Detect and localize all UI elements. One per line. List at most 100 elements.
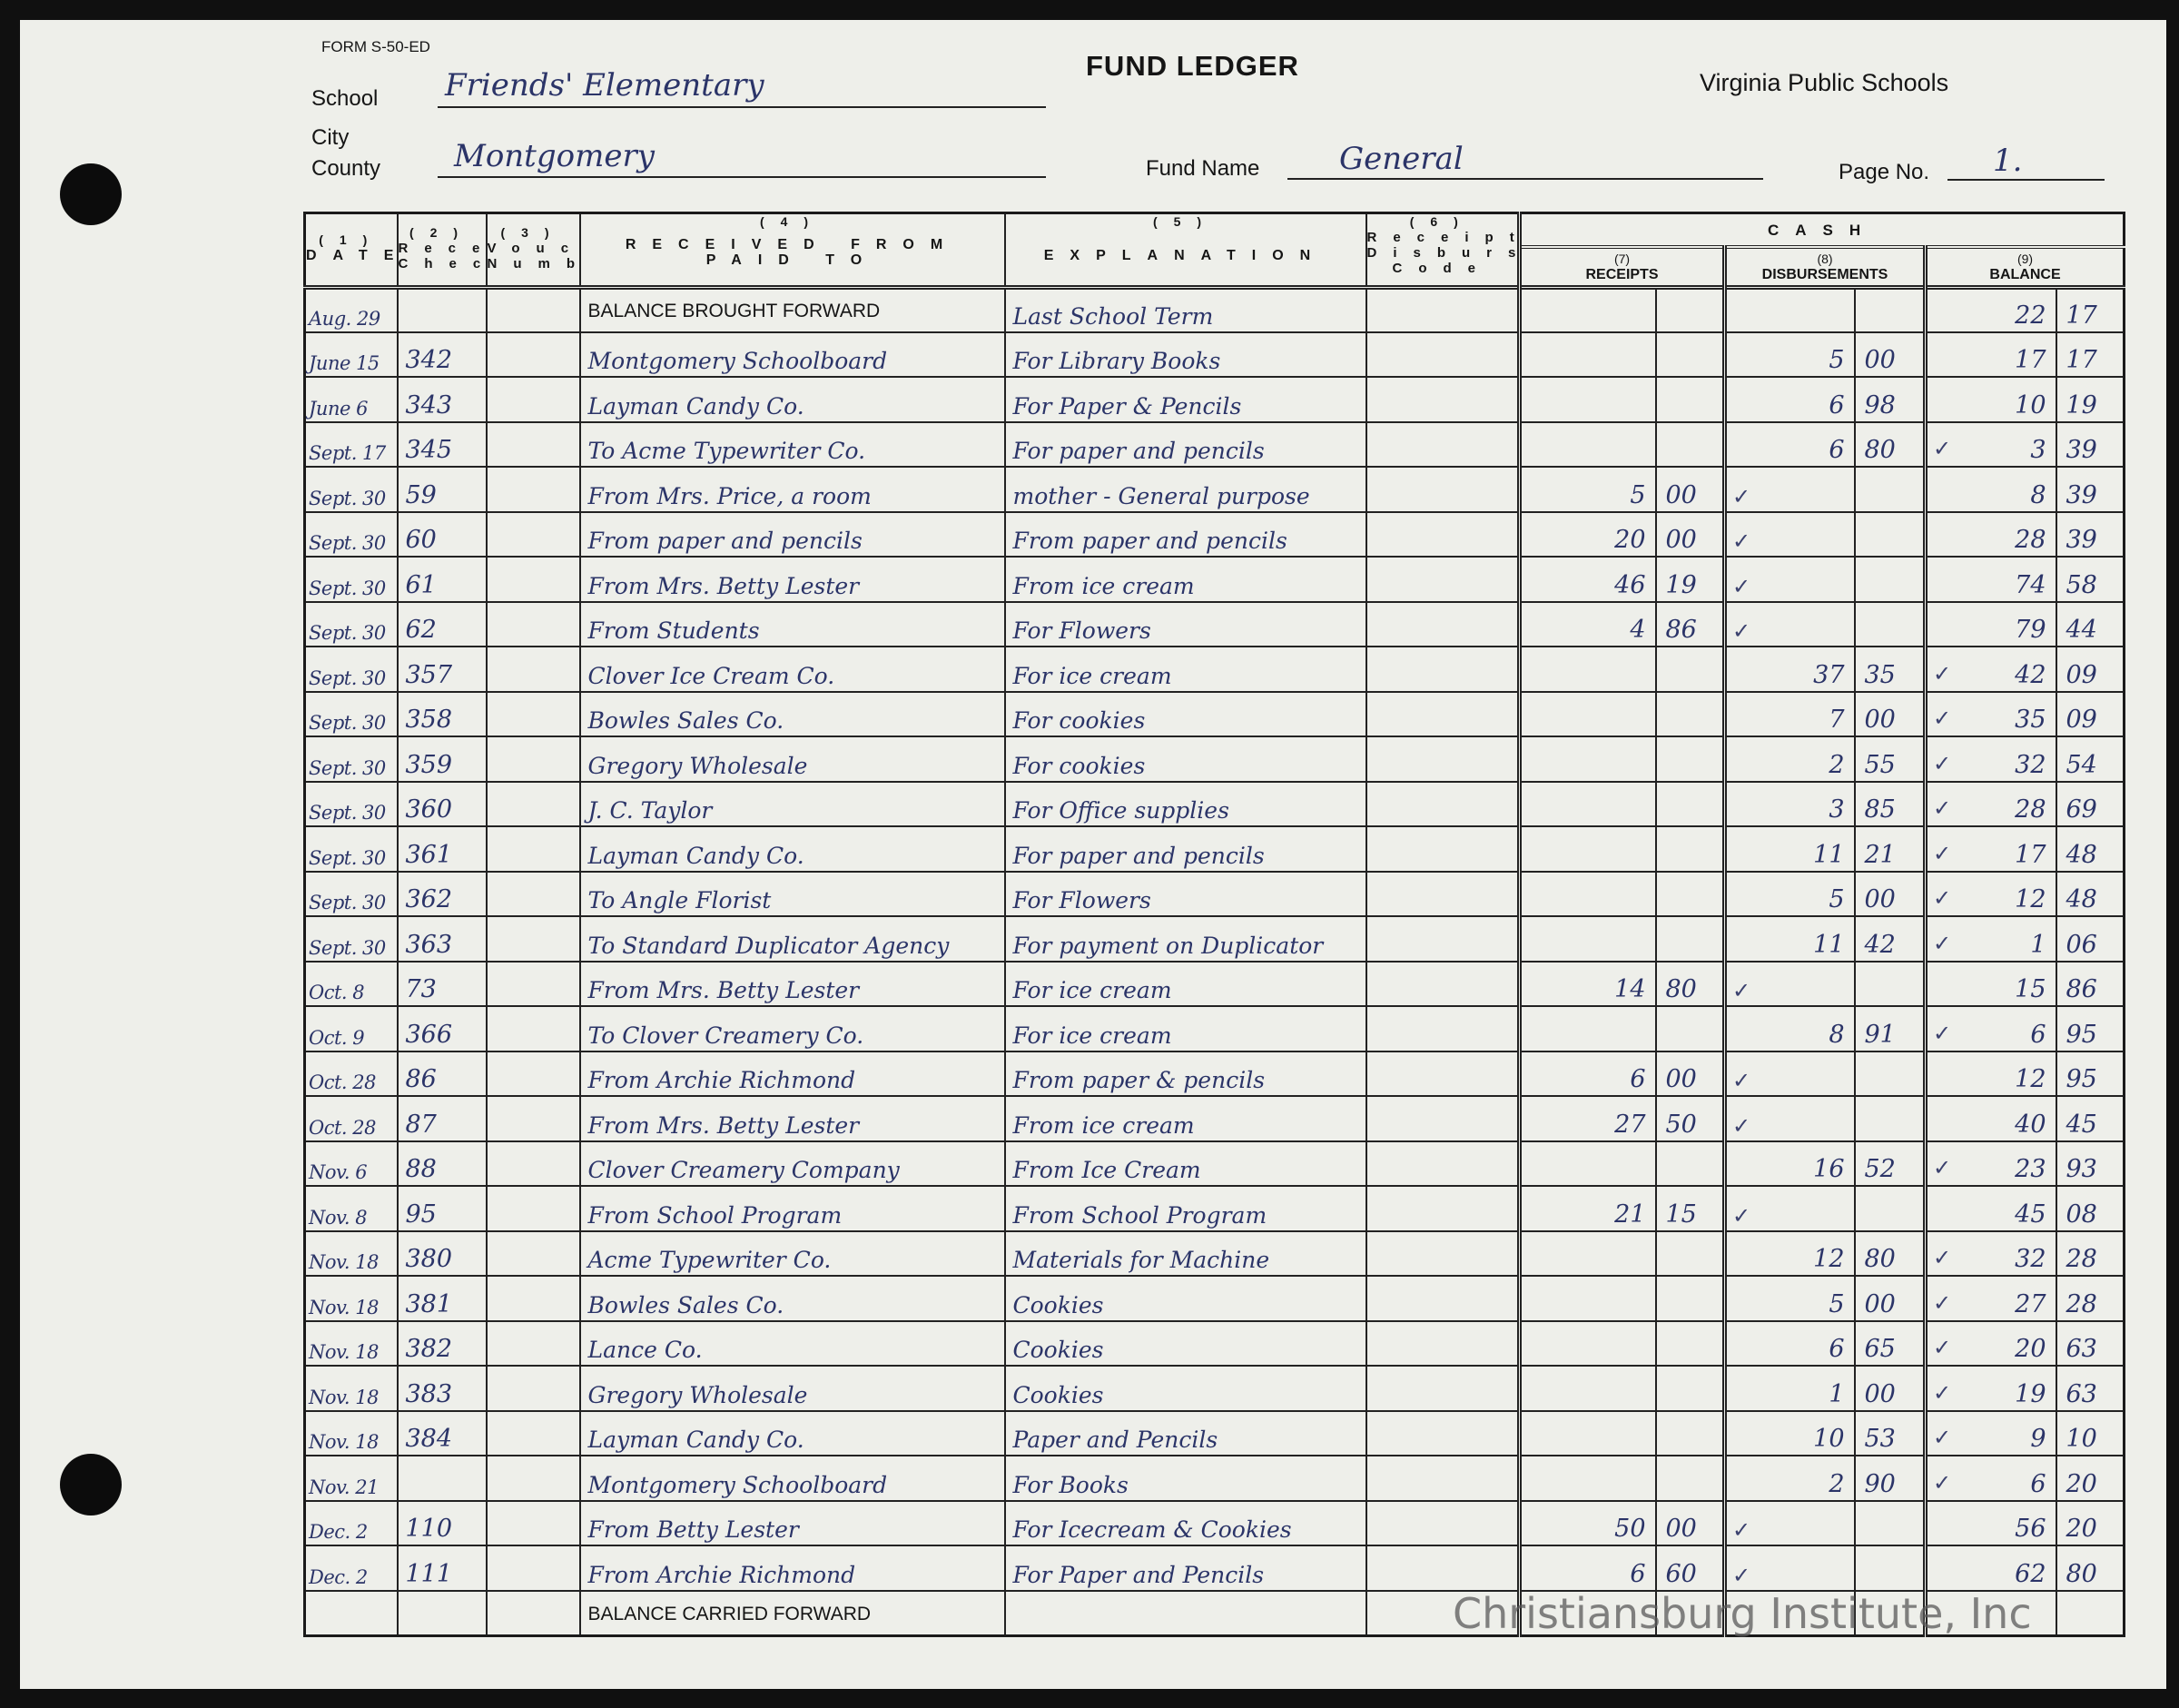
disbursements-cents-cell: 00 <box>1853 690 1927 737</box>
code-cell <box>1365 1005 1521 1052</box>
balance-dollars-cell: 15 <box>1923 960 2057 1007</box>
col-header-cash: CASH <box>1516 212 2125 249</box>
ledger-row: Oct. 28 87 From Mrs. Betty Lester From ice … <box>303 1095 2125 1142</box>
code-cell <box>1365 646 1521 693</box>
party-cell: From Archie Richmond <box>578 1050 1006 1097</box>
party-text: Clover Creamery Company <box>587 1157 900 1183</box>
party-text: Layman Candy Co. <box>587 1427 804 1453</box>
receipts-dollars-text: 14 <box>1614 975 1646 1003</box>
balance-cents-cell: 48 <box>2055 870 2125 917</box>
party-cell: From Mrs. Betty Lester <box>578 1095 1006 1142</box>
date-cell: Nov. 21 <box>303 1455 399 1502</box>
date-text: Sept. 30 <box>309 756 386 779</box>
voucher-cell <box>485 1229 581 1277</box>
disbursements-cents-cell: 91 <box>1853 1005 1927 1052</box>
check-number-text: 87 <box>405 1110 437 1139</box>
date-cell: Sept. 30 <box>303 690 399 737</box>
receipts-cents-cell <box>1654 1589 1726 1636</box>
disbursements-dollars-text: 10 <box>1813 1425 1845 1453</box>
voucher-cell <box>485 1005 581 1052</box>
receipts-cents-cell <box>1654 1275 1726 1322</box>
balance-dollars-cell: 22 <box>1923 286 2057 333</box>
balance-dollars-cell: ✓ 12 <box>1923 870 2057 917</box>
page-no-field[interactable]: 1. <box>1993 143 2023 179</box>
receipts-cents-cell <box>1654 915 1726 963</box>
disbursements-cents-text: 53 <box>1864 1425 1896 1453</box>
tick-mark-icon: ✓ <box>1933 1469 1952 1496</box>
disbursements-dollars-cell: ✓ <box>1722 556 1856 603</box>
voucher-cell <box>485 286 581 333</box>
check-number-cell <box>396 1589 488 1636</box>
disbursements-dollars-text: 2 <box>1829 1469 1845 1498</box>
explanation-cell <box>1003 1589 1367 1636</box>
balance-cents-text: 86 <box>2066 975 2097 1003</box>
ledger-row: Sept. 30 360 J. C. Taylor For Office suppli… <box>303 780 2125 827</box>
receipts-cents-text: 00 <box>1665 1515 1697 1543</box>
party-text: BALANCE CARRIED FORWARD <box>587 1603 872 1624</box>
ledger-row: Nov. 8 95 From School Program From School P… <box>303 1185 2125 1232</box>
balance-cents-text: 28 <box>2066 1245 2097 1273</box>
tick-mark-icon: ✓ <box>1933 1425 1952 1450</box>
balance-dollars-cell: 12 <box>1923 1050 2057 1097</box>
disbursements-dollars-text: 6 <box>1829 436 1845 464</box>
check-number-text: 361 <box>405 840 453 869</box>
balance-dollars-text: 28 <box>2015 795 2046 824</box>
voucher-cell <box>485 960 581 1007</box>
tick-mark-icon: ✓ <box>1933 1379 1952 1406</box>
receipts-cents-cell: 60 <box>1654 1545 1726 1592</box>
receipts-cents-cell <box>1654 376 1726 423</box>
receipts-dollars-cell <box>1517 1365 1657 1412</box>
date-cell: Sept. 30 <box>303 466 399 513</box>
party-cell: To Angle Florist <box>578 870 1006 917</box>
county-field[interactable]: Montgomery <box>454 138 655 174</box>
fund-name-field[interactable]: General <box>1339 141 1464 177</box>
balance-cents-cell: 39 <box>2055 420 2125 468</box>
check-number-cell: 342 <box>396 331 488 378</box>
balance-cents-cell: 80 <box>2055 1545 2125 1592</box>
check-number-cell: 381 <box>396 1275 488 1322</box>
explanation-cell: mother - General purpose <box>1003 466 1367 513</box>
check-number-text: 357 <box>405 660 453 689</box>
balance-dollars-text: 9 <box>2030 1425 2046 1453</box>
party-cell: Gregory Wholesale <box>578 736 1006 783</box>
ledger-row: Dec. 2 111 From Archie Richmond For Paper a… <box>303 1545 2125 1592</box>
explanation-text: From ice cream <box>1012 572 1195 599</box>
ledger-row: Oct. 9 366 To Clover Creamery Co. For ice c… <box>303 1005 2125 1052</box>
code-cell <box>1365 1140 1521 1187</box>
balance-cents-cell: 08 <box>2055 1185 2125 1232</box>
ledger-row: Nov. 18 383 Gregory Wholesale Cookies 1 00 ✓ 19… <box>303 1365 2125 1412</box>
col-header-explanation: (5) EXPLANATION <box>1003 212 1367 289</box>
explanation-text: Last School Term <box>1012 302 1214 330</box>
explanation-text: From School Program <box>1012 1201 1267 1229</box>
balance-dollars-text: 23 <box>2015 1155 2046 1183</box>
explanation-text: For cookies <box>1012 707 1146 734</box>
check-number-cell: 86 <box>396 1050 488 1097</box>
receipts-dollars-text: 21 <box>1614 1200 1646 1229</box>
disbursements-cents-cell <box>1853 600 1927 647</box>
voucher-cell <box>485 376 581 423</box>
date-text: Sept. 30 <box>309 892 386 913</box>
disbursements-dollars-text: 8 <box>1829 1020 1845 1049</box>
check-number-cell: 384 <box>396 1409 488 1456</box>
code-cell <box>1365 1275 1521 1322</box>
check-number-text: 381 <box>405 1289 453 1318</box>
ledger-row: Sept. 30 362 To Angle Florist For Flowers 5 0… <box>303 870 2125 917</box>
ledger-row: Sept. 17 345 To Acme Typewriter Co. For pap… <box>303 420 2125 468</box>
balance-dollars-cell: 79 <box>1923 600 2057 647</box>
tick-mark-icon: ✓ <box>1933 840 1952 866</box>
check-number-text: 88 <box>405 1155 437 1183</box>
code-cell <box>1365 286 1521 333</box>
date-cell: Sept. 30 <box>303 870 399 917</box>
ledger-row: Sept. 30 358 Bowles Sales Co. For cookies 7 0… <box>303 690 2125 737</box>
voucher-cell <box>485 1365 581 1412</box>
receipts-cents-cell <box>1654 825 1726 873</box>
check-number-cell: 111 <box>396 1545 488 1592</box>
balance-cents-cell: 39 <box>2055 466 2125 513</box>
receipts-cents-text: 00 <box>1665 526 1697 554</box>
receipts-dollars-cell <box>1517 690 1657 737</box>
disbursements-cents-cell: 55 <box>1853 736 1927 783</box>
school-field[interactable]: Friends' Elementary <box>445 67 764 104</box>
receipts-dollars-cell <box>1517 376 1657 423</box>
check-number-text: 86 <box>405 1065 437 1093</box>
disbursements-cents-text: 21 <box>1864 840 1896 869</box>
